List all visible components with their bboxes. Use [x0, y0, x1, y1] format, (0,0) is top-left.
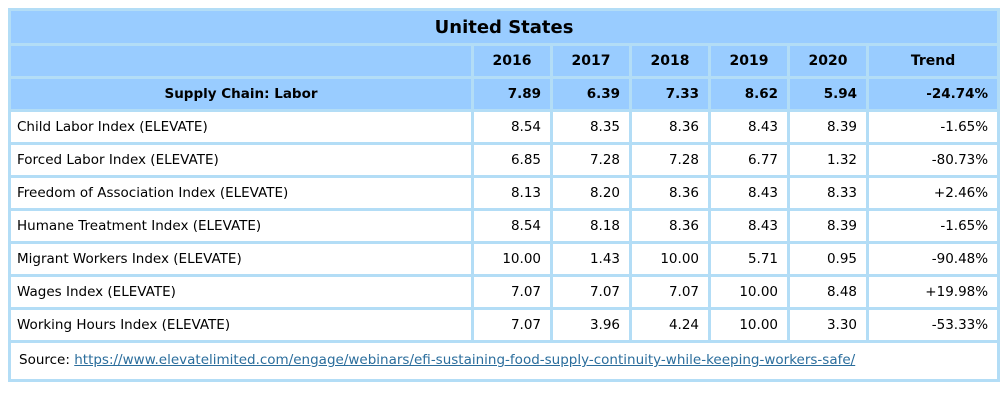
cell-value: 10.00: [711, 277, 787, 307]
cell-value: 7.28: [632, 145, 708, 175]
cell-value: 8.33: [790, 178, 866, 208]
summary-value: 7.33: [632, 79, 708, 109]
row-label: Wages Index (ELEVATE): [11, 277, 471, 307]
table-row: Working Hours Index (ELEVATE) 7.07 3.96 …: [11, 310, 998, 340]
table-row: Migrant Workers Index (ELEVATE) 10.00 1.…: [11, 244, 998, 274]
col-header-2017: 2017: [553, 46, 629, 76]
row-label: Working Hours Index (ELEVATE): [11, 310, 471, 340]
cell-value: 8.18: [553, 211, 629, 241]
summary-value: 5.94: [790, 79, 866, 109]
col-header-2016: 2016: [474, 46, 550, 76]
table-row: Forced Labor Index (ELEVATE) 6.85 7.28 7…: [11, 145, 998, 175]
cell-value: 6.77: [711, 145, 787, 175]
summary-value: 8.62: [711, 79, 787, 109]
cell-value: 8.43: [711, 178, 787, 208]
cell-trend: +19.98%: [869, 277, 998, 307]
summary-label: Supply Chain: Labor: [11, 79, 471, 109]
col-header-trend: Trend: [869, 46, 998, 76]
summary-value: 6.39: [553, 79, 629, 109]
source-row: Source: https://www.elevatelimited.com/e…: [11, 343, 998, 379]
col-header-2019: 2019: [711, 46, 787, 76]
cell-trend: -53.33%: [869, 310, 998, 340]
cell-trend: -1.65%: [869, 211, 998, 241]
cell-value: 8.43: [711, 112, 787, 142]
row-label: Migrant Workers Index (ELEVATE): [11, 244, 471, 274]
cell-value: 10.00: [632, 244, 708, 274]
table-title: United States: [11, 11, 998, 43]
cell-value: 1.32: [790, 145, 866, 175]
row-label: Humane Treatment Index (ELEVATE): [11, 211, 471, 241]
row-label: Freedom of Association Index (ELEVATE): [11, 178, 471, 208]
cell-value: 1.43: [553, 244, 629, 274]
cell-value: 8.13: [474, 178, 550, 208]
cell-trend: -90.48%: [869, 244, 998, 274]
labor-index-table: United States 2016 2017 2018 2019 2020 T…: [8, 8, 1000, 382]
table-row: Wages Index (ELEVATE) 7.07 7.07 7.07 10.…: [11, 277, 998, 307]
source-cell: Source: https://www.elevatelimited.com/e…: [11, 343, 998, 379]
cell-value: 8.20: [553, 178, 629, 208]
cell-value: 4.24: [632, 310, 708, 340]
row-label: Child Labor Index (ELEVATE): [11, 112, 471, 142]
cell-value: 8.35: [553, 112, 629, 142]
cell-value: 8.36: [632, 211, 708, 241]
cell-value: 8.39: [790, 211, 866, 241]
cell-value: 8.54: [474, 211, 550, 241]
cell-value: 8.36: [632, 112, 708, 142]
cell-value: 8.36: [632, 178, 708, 208]
empty-header-cell: [11, 46, 471, 76]
cell-value: 8.43: [711, 211, 787, 241]
table-row: Child Labor Index (ELEVATE) 8.54 8.35 8.…: [11, 112, 998, 142]
table-row: Humane Treatment Index (ELEVATE) 8.54 8.…: [11, 211, 998, 241]
table-title-row: United States: [11, 11, 998, 43]
cell-value: 3.30: [790, 310, 866, 340]
source-link[interactable]: https://www.elevatelimited.com/engage/we…: [74, 352, 856, 368]
cell-value: 8.39: [790, 112, 866, 142]
cell-value: 3.96: [553, 310, 629, 340]
summary-trend: -24.74%: [869, 79, 998, 109]
cell-value: 8.48: [790, 277, 866, 307]
cell-value: 7.07: [474, 310, 550, 340]
table-row: Freedom of Association Index (ELEVATE) 8…: [11, 178, 998, 208]
col-header-2018: 2018: [632, 46, 708, 76]
cell-value: 0.95: [790, 244, 866, 274]
cell-value: 5.71: [711, 244, 787, 274]
summary-value: 7.89: [474, 79, 550, 109]
summary-row: Supply Chain: Labor 7.89 6.39 7.33 8.62 …: [11, 79, 998, 109]
row-label: Forced Labor Index (ELEVATE): [11, 145, 471, 175]
year-header-row: 2016 2017 2018 2019 2020 Trend: [11, 46, 998, 76]
cell-value: 6.85: [474, 145, 550, 175]
cell-value: 7.28: [553, 145, 629, 175]
cell-trend: -1.65%: [869, 112, 998, 142]
col-header-2020: 2020: [790, 46, 866, 76]
cell-value: 10.00: [711, 310, 787, 340]
cell-trend: +2.46%: [869, 178, 998, 208]
source-label: Source:: [19, 352, 70, 368]
cell-value: 7.07: [474, 277, 550, 307]
cell-value: 7.07: [553, 277, 629, 307]
cell-value: 7.07: [632, 277, 708, 307]
cell-trend: -80.73%: [869, 145, 998, 175]
cell-value: 8.54: [474, 112, 550, 142]
cell-value: 10.00: [474, 244, 550, 274]
